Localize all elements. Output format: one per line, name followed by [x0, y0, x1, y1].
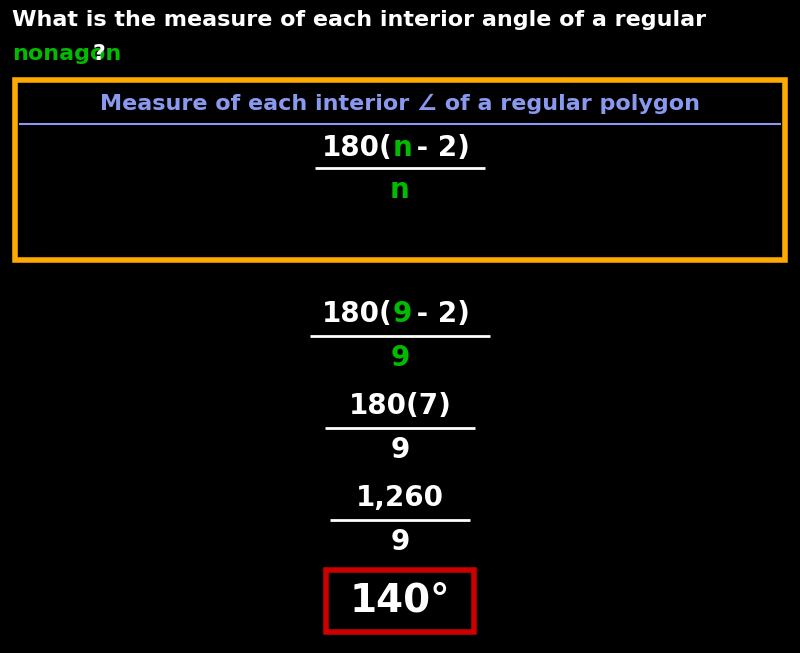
Text: 180(: 180(	[322, 300, 393, 328]
Text: nonagon: nonagon	[12, 44, 122, 64]
Text: 140°: 140°	[350, 582, 450, 620]
Text: 9: 9	[390, 436, 410, 464]
Text: n: n	[393, 134, 413, 162]
Text: 9: 9	[393, 300, 412, 328]
Text: n: n	[390, 176, 410, 204]
FancyBboxPatch shape	[326, 570, 474, 632]
Text: 180(7): 180(7)	[349, 392, 451, 420]
Text: - 2): - 2)	[407, 300, 470, 328]
Text: 9: 9	[390, 344, 410, 372]
Text: 9: 9	[390, 528, 410, 556]
Text: 180(: 180(	[322, 134, 393, 162]
FancyBboxPatch shape	[15, 80, 785, 260]
Text: ?: ?	[92, 44, 105, 64]
Text: - 2): - 2)	[407, 134, 470, 162]
Text: Measure of each interior ∠ of a regular polygon: Measure of each interior ∠ of a regular …	[100, 94, 700, 114]
Text: 1,260: 1,260	[356, 484, 444, 512]
Text: What is the measure of each interior angle of a regular: What is the measure of each interior ang…	[12, 10, 706, 30]
